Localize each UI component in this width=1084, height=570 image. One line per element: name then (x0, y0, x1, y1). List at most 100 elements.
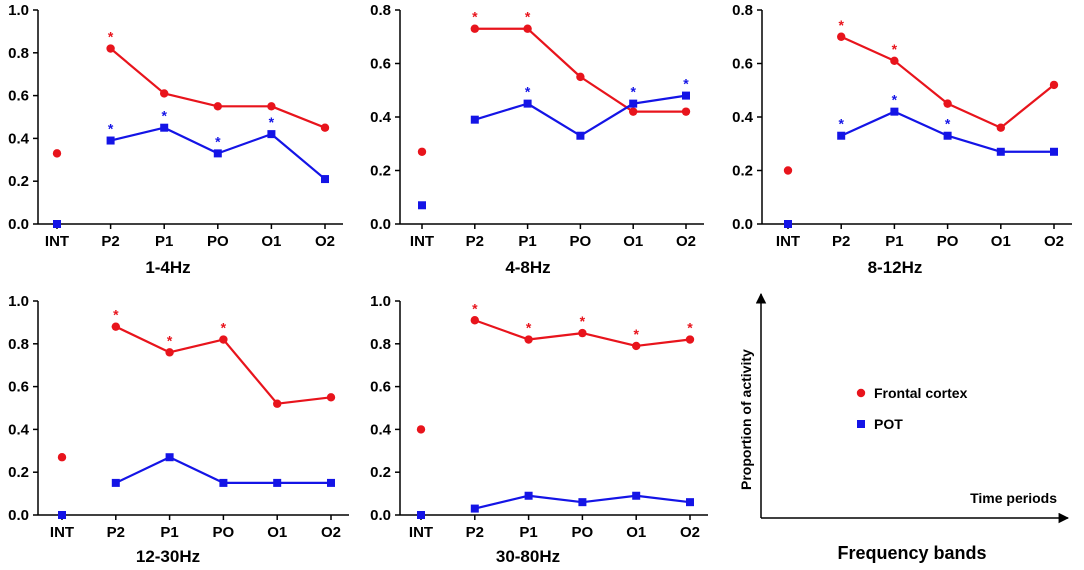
y-tick-label: 0.8 (732, 2, 753, 19)
pot-significance-marker: * (108, 121, 114, 137)
panel-12-30hz: 0.0 0.2 0.4 0.6 0.8 1.0 INT P2 P1 PO O1 O2 12-30Hz * *… (8, 293, 349, 566)
frontal-significance-marker: * (113, 307, 119, 323)
x-tick-label: P2 (832, 233, 850, 250)
y-tick-label: 0.6 (370, 379, 391, 396)
frontal-series-line (109, 47, 326, 129)
pot-point (418, 201, 426, 210)
x-tick-label: PO (572, 524, 594, 541)
frontal-significance-marker: * (472, 300, 478, 316)
y-tick-label: 0.2 (370, 163, 391, 180)
frontal-point (57, 453, 67, 462)
frontal-significance-marker: * (526, 320, 532, 336)
y-tick-label: 0.0 (8, 507, 29, 524)
legend-frontal-label: Frontal cortex (874, 385, 968, 401)
y-tick-label: 0.8 (8, 336, 29, 353)
frontal-point (681, 107, 691, 116)
frontal-significance-marker: * (838, 17, 844, 33)
frontal-point (783, 166, 793, 175)
y-tick-label: 0.4 (370, 421, 392, 438)
pot-point (213, 149, 222, 158)
pot-point (576, 131, 585, 140)
pot-point (470, 115, 479, 124)
key-panel: Proportion of activity Time periods Freq… (738, 292, 1070, 563)
pot-significance-marker: * (838, 116, 844, 132)
x-tick-label: PO (207, 233, 229, 250)
x-tick-label: INT (776, 233, 800, 250)
frontal-point (326, 393, 336, 402)
pot-point (470, 504, 479, 513)
x-tick-label: PO (937, 233, 959, 250)
pot-point (58, 511, 66, 519)
y-tick-label: 0.8 (370, 336, 391, 353)
pot-point (273, 478, 282, 487)
x-tick-label: O2 (676, 233, 696, 250)
pot-point (837, 131, 846, 140)
frontal-point (524, 335, 533, 344)
frontal-point (685, 335, 695, 344)
panel-1-4hz: 0.0 0.2 0.4 0.6 0.8 1.0 INT P2 P1 PO O1 O2 1-4Hz * * * *… (8, 2, 343, 277)
frontal-significance-marker: * (580, 313, 586, 329)
y-tick-label: 0.6 (8, 379, 29, 396)
key-y-axis-label: Proportion of activity (738, 349, 754, 490)
frontal-point (213, 102, 222, 111)
frontal-point (576, 72, 585, 82)
pot-point (267, 130, 276, 139)
legend-pot-marker (857, 420, 865, 428)
pot-point (1050, 147, 1058, 156)
pot-point (784, 220, 792, 228)
y-tick-label: 0.6 (370, 56, 391, 73)
pot-point (160, 123, 169, 132)
pot-significance-marker: * (525, 84, 531, 100)
frontal-point (165, 348, 174, 357)
pot-point (165, 453, 174, 462)
y-tick-label: 0.0 (8, 216, 29, 233)
pot-point (327, 478, 335, 487)
x-tick-label: P1 (518, 233, 536, 250)
frontal-point (417, 147, 427, 156)
pot-point (53, 220, 61, 228)
pot-point (578, 498, 587, 507)
y-tick-label: 0.6 (732, 56, 753, 73)
panel-title: 30-80Hz (496, 547, 560, 566)
x-tick-label: P2 (107, 524, 125, 541)
x-tick-label: PO (213, 524, 235, 541)
frontal-series-line (474, 27, 686, 113)
frontal-series-line (840, 35, 1055, 129)
y-tick-label: 1.0 (8, 2, 29, 19)
pot-point (943, 131, 952, 140)
y-tick-label: 0.2 (732, 163, 753, 180)
x-tick-label: P2 (101, 233, 119, 250)
x-tick-label: O2 (315, 233, 335, 250)
x-tick-label: P2 (466, 233, 484, 250)
frontal-point (106, 44, 115, 53)
x-tick-label: INT (45, 233, 69, 250)
frontal-point (470, 24, 479, 33)
pot-point (629, 99, 638, 108)
frontal-significance-marker: * (221, 320, 227, 336)
legend-frontal-marker (856, 388, 866, 398)
x-tick-label: O1 (991, 233, 1011, 250)
panel-title: 4-8Hz (505, 258, 550, 277)
frontal-point (52, 149, 62, 158)
pot-point (523, 99, 532, 108)
frontal-point (890, 56, 899, 66)
frontal-point (219, 335, 228, 344)
pot-significance-marker: * (215, 133, 221, 149)
frontal-point (578, 328, 587, 338)
pot-point (632, 491, 641, 500)
y-tick-label: 0.2 (370, 464, 391, 481)
frontal-point (943, 99, 952, 108)
frontal-significance-marker: * (892, 41, 898, 57)
key-title: Frequency bands (837, 543, 986, 563)
pot-point (686, 498, 694, 507)
pot-point (219, 478, 228, 487)
x-tick-label: O2 (680, 524, 700, 541)
frontal-point (416, 425, 426, 434)
y-tick-label: 0.4 (8, 421, 30, 438)
x-tick-label: P2 (466, 524, 484, 541)
x-tick-label: P1 (519, 524, 537, 541)
panel-8-12hz: 0.0 0.2 0.4 0.6 0.8 INT P2 P1 PO O1 O2 8-12Hz * * * * * (732, 2, 1072, 277)
frontal-point (320, 123, 330, 132)
pot-significance-marker: * (269, 114, 275, 130)
pot-point (996, 147, 1005, 156)
